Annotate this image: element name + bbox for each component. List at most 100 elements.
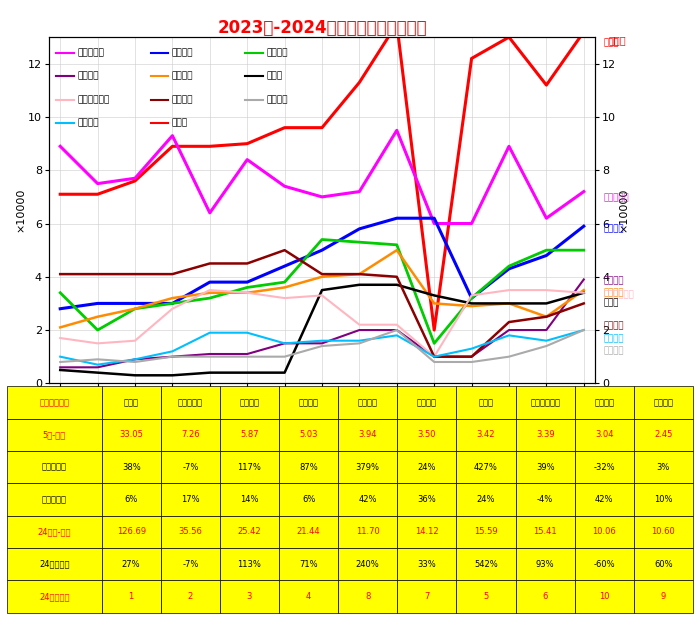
Text: 蔚来汽车: 蔚来汽车 xyxy=(603,334,624,344)
Bar xyxy=(279,418,338,451)
Bar xyxy=(279,581,338,613)
Bar xyxy=(516,483,575,516)
Y-axis label: ×10000: ×10000 xyxy=(619,188,629,232)
Text: 赛力斯: 赛力斯 xyxy=(603,298,619,308)
Bar xyxy=(279,386,338,418)
Text: -7%: -7% xyxy=(182,560,199,569)
Text: 1: 1 xyxy=(129,592,134,601)
Bar xyxy=(7,516,101,548)
Bar xyxy=(7,386,101,418)
Bar xyxy=(516,581,575,613)
Bar xyxy=(516,516,575,548)
Bar xyxy=(338,451,398,483)
Bar xyxy=(456,418,516,451)
Bar xyxy=(102,418,161,451)
Text: 15.59: 15.59 xyxy=(474,527,498,537)
Text: 7.26: 7.26 xyxy=(181,430,200,439)
Text: 长安汽车: 长安汽车 xyxy=(299,398,318,407)
Bar xyxy=(398,418,456,451)
Text: 10: 10 xyxy=(599,592,610,601)
Text: 117%: 117% xyxy=(237,463,261,472)
Text: 10.60: 10.60 xyxy=(652,527,676,537)
Text: 3.94: 3.94 xyxy=(358,430,377,439)
Text: 6%: 6% xyxy=(125,495,138,504)
Bar xyxy=(516,418,575,451)
Text: 理想汽车: 理想汽车 xyxy=(172,72,193,80)
Bar xyxy=(456,581,516,613)
Text: 特斯拉中国: 特斯拉中国 xyxy=(77,48,104,57)
Text: 5月-万台: 5月-万台 xyxy=(43,430,66,439)
Text: 特斯拉中国: 特斯拉中国 xyxy=(178,398,203,407)
Bar xyxy=(279,548,338,581)
Y-axis label: ×10000: ×10000 xyxy=(15,188,25,232)
Text: 赛力斯: 赛力斯 xyxy=(479,398,493,407)
Text: 3.50: 3.50 xyxy=(418,430,436,439)
Bar xyxy=(634,418,693,451)
Text: 427%: 427% xyxy=(474,463,498,472)
Text: 36%: 36% xyxy=(417,495,436,504)
Text: 上汽通用五菱: 上汽通用五菱 xyxy=(603,290,634,300)
Text: 长城汽车: 长城汽车 xyxy=(266,95,288,104)
Text: 理想汽车: 理想汽车 xyxy=(417,398,437,407)
Bar xyxy=(575,418,634,451)
Bar xyxy=(161,483,220,516)
Text: 赛力斯: 赛力斯 xyxy=(266,72,282,80)
Text: 5.87: 5.87 xyxy=(240,430,259,439)
Text: -7%: -7% xyxy=(182,463,199,472)
Bar xyxy=(220,548,279,581)
Text: 比亚迪: 比亚迪 xyxy=(609,35,626,45)
Text: 542%: 542% xyxy=(474,560,498,569)
Text: 10.06: 10.06 xyxy=(592,527,616,537)
Bar xyxy=(338,386,398,418)
Text: -4%: -4% xyxy=(537,495,553,504)
Text: 24%: 24% xyxy=(477,495,496,504)
Text: 2.45: 2.45 xyxy=(654,430,673,439)
Text: 比亚迪: 比亚迪 xyxy=(172,119,188,128)
Text: 吉利汽车: 吉利汽车 xyxy=(239,398,260,407)
Bar xyxy=(456,451,516,483)
Bar xyxy=(398,516,456,548)
Bar xyxy=(634,548,693,581)
Bar xyxy=(338,483,398,516)
Bar xyxy=(456,386,516,418)
Text: 8: 8 xyxy=(365,592,370,601)
Bar xyxy=(220,483,279,516)
Text: 广汽埃安: 广汽埃安 xyxy=(172,95,193,104)
Text: 39%: 39% xyxy=(536,463,554,472)
Bar xyxy=(220,581,279,613)
Text: 3.42: 3.42 xyxy=(477,430,496,439)
Bar xyxy=(7,548,101,581)
Text: 3.04: 3.04 xyxy=(595,430,613,439)
Text: 6%: 6% xyxy=(302,495,315,504)
Bar xyxy=(398,548,456,581)
Bar xyxy=(575,581,634,613)
Bar xyxy=(220,386,279,418)
Bar xyxy=(575,386,634,418)
Bar xyxy=(634,483,693,516)
Text: 新能源乘用车: 新能源乘用车 xyxy=(39,398,69,407)
Bar xyxy=(338,581,398,613)
Bar xyxy=(102,451,161,483)
Text: 24年累排名: 24年累排名 xyxy=(39,592,69,601)
Bar xyxy=(456,483,516,516)
Text: 35.56: 35.56 xyxy=(178,527,202,537)
Bar xyxy=(575,516,634,548)
Bar xyxy=(634,516,693,548)
Text: 3: 3 xyxy=(247,592,252,601)
Text: -60%: -60% xyxy=(594,560,615,569)
Text: 比亚迪: 比亚迪 xyxy=(124,398,139,407)
Bar xyxy=(456,548,516,581)
Bar xyxy=(102,548,161,581)
Text: 奇瑞汽车: 奇瑞汽车 xyxy=(603,277,624,286)
Bar xyxy=(102,516,161,548)
Bar xyxy=(634,386,693,418)
Text: 14.12: 14.12 xyxy=(415,527,439,537)
Text: 2: 2 xyxy=(188,592,193,601)
Bar xyxy=(279,516,338,548)
Text: 广汽埃安: 广汽埃安 xyxy=(603,322,624,331)
Bar xyxy=(634,451,693,483)
Bar xyxy=(161,418,220,451)
Text: 33%: 33% xyxy=(417,560,436,569)
Text: 14%: 14% xyxy=(240,495,259,504)
Bar xyxy=(7,581,101,613)
